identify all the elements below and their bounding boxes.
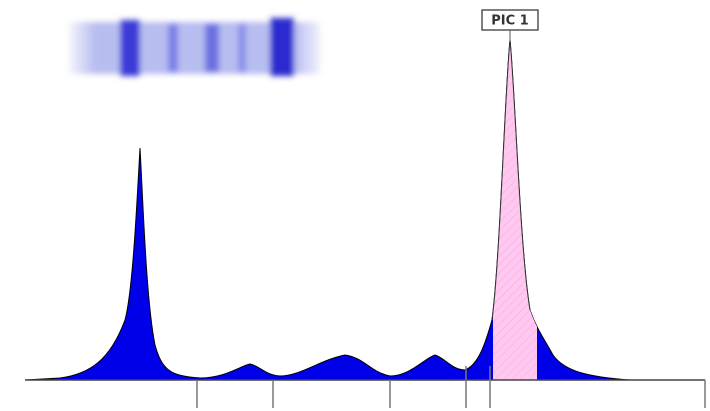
gel-band-strip xyxy=(70,18,320,76)
peak-label: PIC 1 xyxy=(491,14,528,29)
density-curve xyxy=(25,40,630,380)
densitometry-view: PIC 1 xyxy=(0,0,710,411)
selected-peak-area xyxy=(493,0,537,380)
profile-plot: PIC 1 xyxy=(0,0,710,411)
